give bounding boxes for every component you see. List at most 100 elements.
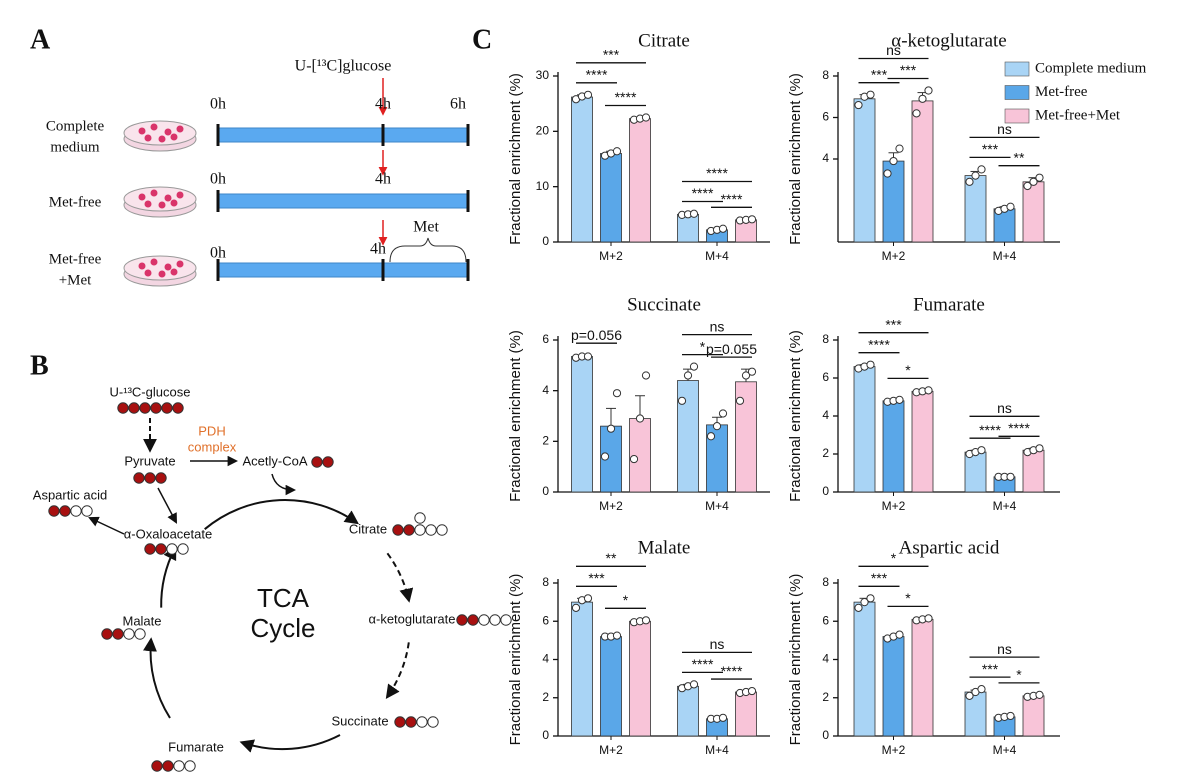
data-point [612,147,622,156]
data-point [866,360,875,369]
carbon-dot [405,716,417,728]
x-tick-label: M+2 [599,499,623,513]
node-label: α-ketoglutarate [368,611,455,626]
sig-label: *** [871,66,888,82]
cell [170,268,178,276]
x-tick-label: M+2 [599,743,623,757]
data-point [583,594,593,603]
carbon-dot [166,543,178,555]
node-label: Acetly-CoA [242,453,307,468]
bar [911,100,934,243]
x-tick-label: M+2 [882,743,906,757]
sig-label: **** [868,336,890,352]
y-tick-label: 0 [542,234,549,248]
y-tick-label: 20 [536,124,550,138]
x-tick-label: M+2 [882,249,906,263]
data-point [854,603,863,612]
data-point [860,598,869,607]
row-label: Met-free [49,251,102,267]
data-point [977,165,986,174]
data-point [635,414,645,423]
carbon-dot [161,402,173,414]
carbon-dot [427,716,439,728]
carbon-dot [394,716,406,728]
node-label: Succinate [331,713,388,728]
tca-arcs [143,499,414,753]
sig-label: **** [615,89,637,105]
legend-swatch [1004,61,1030,77]
carbon-dot [392,524,404,536]
data-point [612,631,622,640]
data-point [735,396,745,405]
time-label: 0h [210,96,226,113]
bar [853,366,876,493]
y-tick-label: 0 [542,728,549,742]
data-point [918,94,927,103]
node-label: Citrate [349,521,387,536]
y-tick-label: 8 [822,68,829,82]
cell [144,134,152,142]
cell [150,123,158,131]
cell [176,125,184,133]
carbon-dot [155,472,167,484]
cell [164,128,172,136]
data-point [883,169,892,178]
bar [735,691,757,737]
sig-label: **** [721,663,743,679]
cell [158,135,166,143]
cell [144,269,152,277]
carbon-dot [128,402,140,414]
y-tick-label: 6 [822,110,829,124]
x-tick-label: M+4 [993,249,1017,263]
y-tick-label: 8 [822,575,829,589]
node-label: Fumarate [168,739,224,754]
y-axis-label: Fractional enrichment (%) [787,330,804,502]
cell [170,133,178,141]
y-tick-label: 0 [822,728,829,742]
sig-label: p=0.055 [706,341,757,357]
y-axis-label: Fractional enrichment (%) [507,574,524,746]
time-label: 0h [210,245,226,262]
data-point [895,395,904,404]
data-point [583,352,593,361]
y-tick-label: 8 [822,332,829,346]
carbon-dot [177,543,189,555]
carbon-dot [144,472,156,484]
y-tick-label: 0 [822,484,829,498]
data-point [683,371,693,380]
y-tick-label: 4 [822,151,829,165]
bar [600,153,622,243]
sig-label: **** [586,67,608,83]
data-point [924,614,933,623]
y-axis-label: Fractional enrichment (%) [787,574,804,746]
arrow [271,473,297,496]
carbon-dot [150,402,162,414]
data-point [677,396,687,405]
data-point [641,113,651,122]
carbon-dot [155,543,167,555]
data-point [629,454,639,464]
data-point [571,603,581,612]
sig-label: ns [710,636,725,652]
carbon-dot [117,402,129,414]
bar [911,390,934,493]
time-label: 6h [450,96,466,113]
node-label: Pyruvate [124,453,175,468]
bar [853,98,876,243]
x-tick-label: M+4 [993,499,1017,513]
sig-label: *** [871,570,888,586]
y-axis-label: Fractional enrichment (%) [507,73,524,245]
sig-label: ns [997,121,1012,137]
carbon-dot [59,505,71,517]
data-point [747,686,757,696]
bar [964,451,987,493]
sig-label: *** [603,47,620,63]
carbon-dot [322,456,334,468]
x-tick-label: M+2 [882,499,906,513]
legend-label: Met-free+Met [1035,107,1121,123]
bar [571,96,593,243]
chart-title: Succinate [627,294,701,315]
cell [138,127,146,135]
carbon-dot [70,505,82,517]
bar [882,400,905,493]
